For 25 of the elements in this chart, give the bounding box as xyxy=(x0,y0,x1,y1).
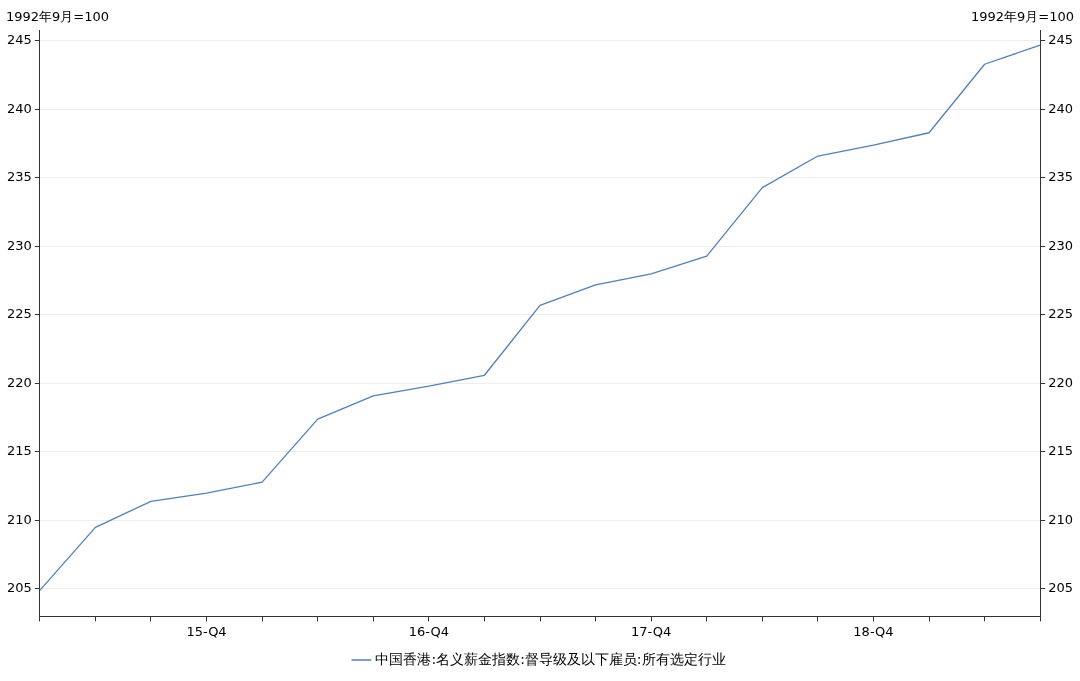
x-tick-label: 16-Q4 xyxy=(408,623,449,639)
y-axis-title: 1992年9月=100 xyxy=(6,8,110,24)
y2-tick-label: 245 xyxy=(1048,32,1074,48)
y-tick-label: 215 xyxy=(6,443,32,459)
legend-label: 中国香港:名义薪金指数:督导级及以下雇员:所有选定行业 xyxy=(375,650,726,667)
y-tick-label: 220 xyxy=(6,374,32,390)
y-tick-label: 240 xyxy=(6,100,32,116)
y2-tick-label: 205 xyxy=(1048,580,1074,596)
y2-tick-label: 240 xyxy=(1048,100,1074,116)
y-tick-label: 245 xyxy=(6,32,32,48)
y-tick-label: 205 xyxy=(6,580,32,596)
x-tick-label: 17-Q4 xyxy=(631,623,672,639)
y2-tick-label: 215 xyxy=(1048,443,1074,459)
y-tick-label: 225 xyxy=(6,306,32,322)
x-tick-label: 15-Q4 xyxy=(186,623,227,639)
y2-tick-label: 210 xyxy=(1048,511,1074,527)
y2-tick-label: 230 xyxy=(1048,237,1074,253)
y-tick-label: 230 xyxy=(6,237,32,253)
y-tick-label: 235 xyxy=(6,169,32,185)
y2-axis-title: 1992年9月=100 xyxy=(970,8,1074,24)
y-tick-label: 210 xyxy=(6,511,32,527)
y2-tick-label: 220 xyxy=(1048,374,1074,390)
y2-tick-label: 235 xyxy=(1048,169,1074,185)
x-tick-label: 18-Q4 xyxy=(853,623,894,639)
y2-tick-label: 225 xyxy=(1048,306,1074,322)
